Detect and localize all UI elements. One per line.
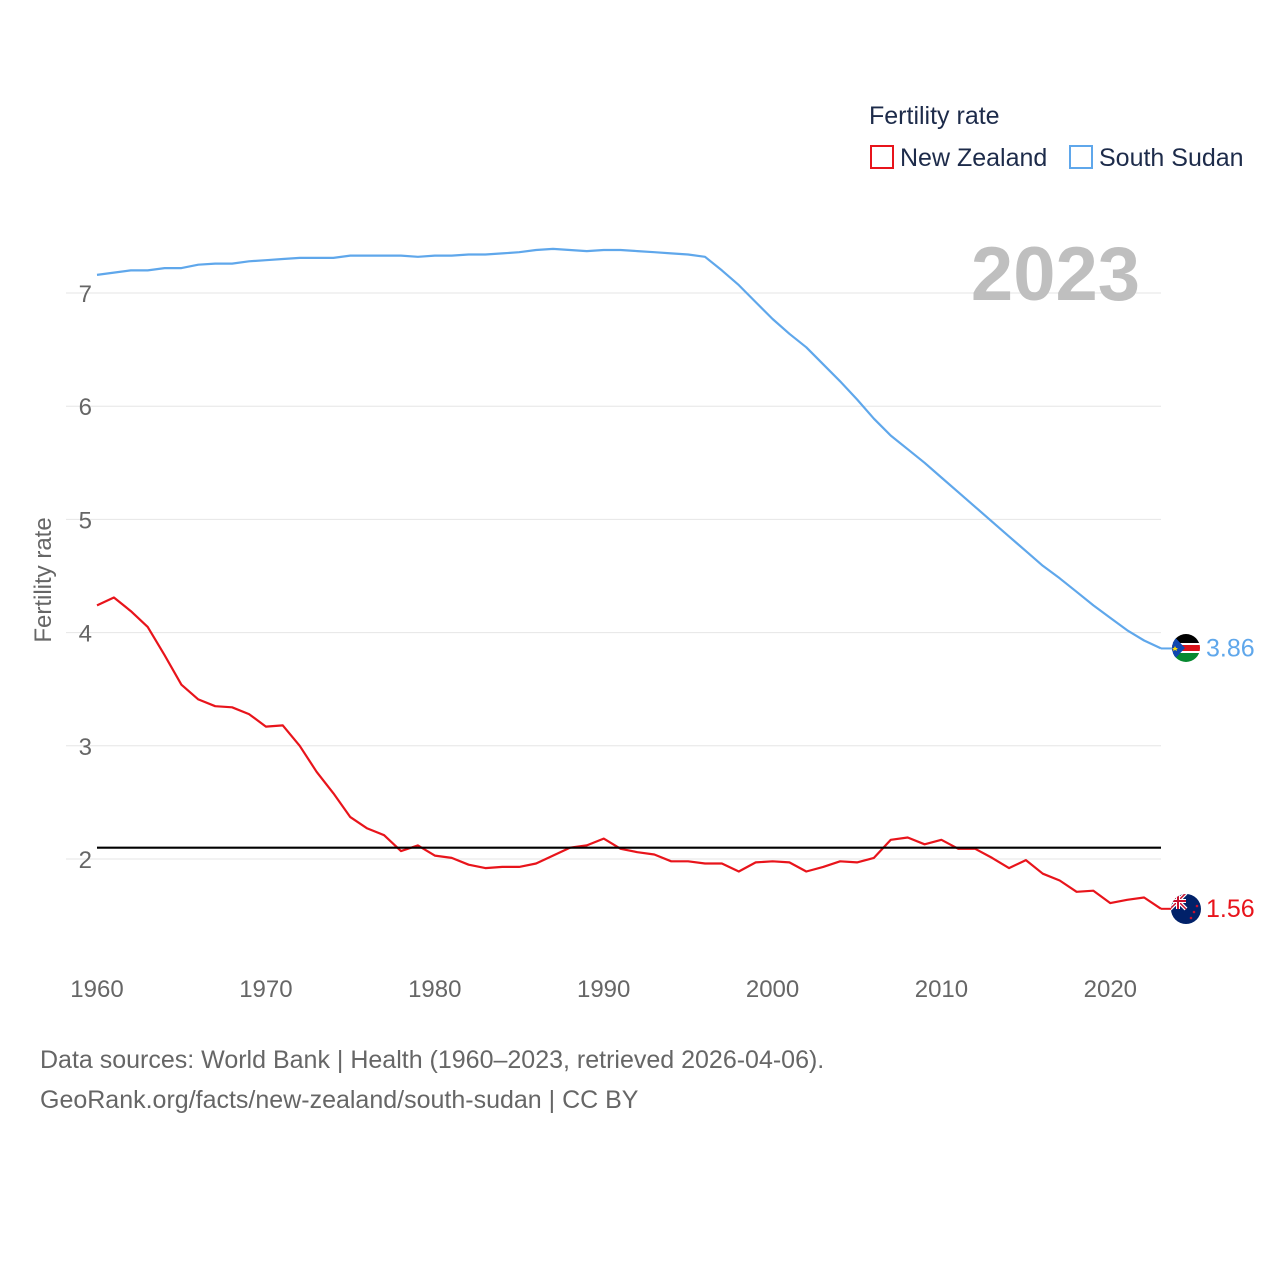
- legend-label-south-sudan: South Sudan: [1099, 144, 1244, 172]
- x-tick-label: 1960: [70, 976, 123, 1003]
- end-markers: 1.56 3.86: [1161, 634, 1255, 923]
- y-tick-label: 2: [79, 847, 92, 874]
- y-tick-label: 6: [79, 394, 92, 421]
- south-sudan-flag-icon: [1172, 634, 1200, 662]
- x-tick-label: 1970: [239, 976, 292, 1003]
- series-line-south-sudan: [96, 247, 1162, 650]
- data-sources-text: Data sources: World Bank | Health (1960–…: [40, 1046, 825, 1074]
- legend-item-new-zealand[interactable]: New Zealand: [870, 144, 1047, 172]
- x-tick-label: 2020: [1084, 976, 1137, 1003]
- series-line-new-zealand: [96, 596, 1162, 910]
- legend-label-new-zealand: New Zealand: [900, 144, 1047, 172]
- footer: Data sources: World Bank | Health (1960–…: [40, 1040, 824, 1120]
- x-tick-label: 1990: [577, 976, 630, 1003]
- legend: Fertility rate New Zealand South Sudan: [869, 102, 1244, 172]
- y-tick-label: 5: [79, 507, 92, 534]
- end-value-label-new-zealand: 1.56: [1206, 895, 1255, 923]
- y-tick-label: 4: [79, 621, 92, 648]
- year-watermark: 2023: [971, 232, 1140, 317]
- y-axis-label: Fertility rate: [30, 517, 57, 642]
- grid: [66, 292, 1161, 860]
- legend-item-south-sudan[interactable]: South Sudan: [1069, 144, 1244, 172]
- legend-swatch-new-zealand: [870, 145, 894, 169]
- series-group: [96, 247, 1162, 910]
- y-axis-ticks: 2 3 4 5 6 7: [79, 281, 92, 874]
- x-tick-label: 2010: [915, 976, 968, 1003]
- y-tick-label: 7: [79, 281, 92, 308]
- y-tick-label: 3: [79, 734, 92, 761]
- legend-title: Fertility rate: [869, 102, 1000, 130]
- end-value-label-south-sudan: 3.86: [1206, 634, 1255, 662]
- x-tick-label: 2000: [746, 976, 799, 1003]
- new-zealand-flag-icon: [1171, 894, 1201, 924]
- legend-swatch-south-sudan: [1069, 145, 1093, 169]
- x-axis-ticks: 1960 1970 1980 1990 2000 2010 2020: [70, 976, 1137, 1003]
- source-link[interactable]: GeoRank.org/facts/new-zealand/south-suda…: [40, 1086, 639, 1114]
- x-tick-label: 1980: [408, 976, 461, 1003]
